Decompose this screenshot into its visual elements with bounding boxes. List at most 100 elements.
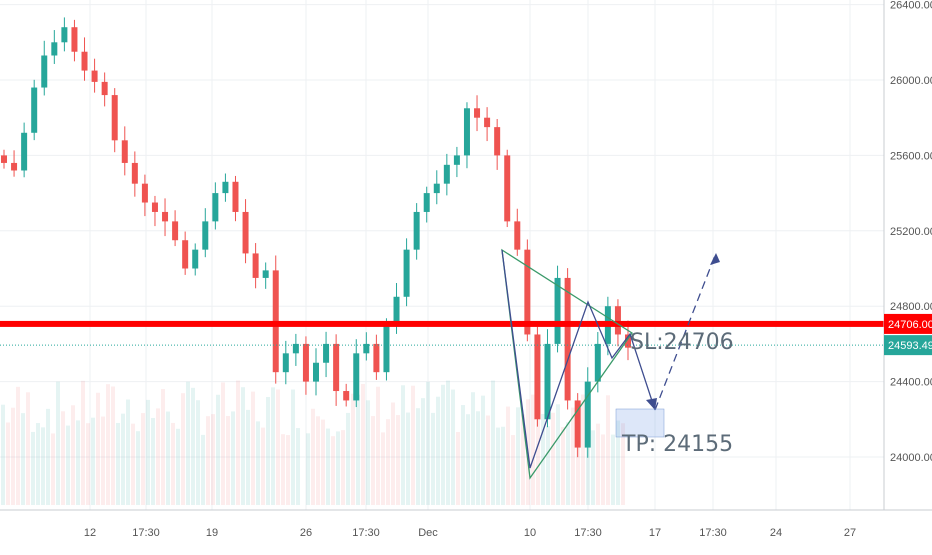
candle-body <box>423 193 430 212</box>
volume-bar <box>566 422 570 505</box>
candle-body <box>554 277 561 344</box>
volume-bar <box>431 412 435 505</box>
x-tick-label: 12 <box>84 527 96 539</box>
volume-bar <box>401 385 405 505</box>
volume-bar <box>326 428 330 505</box>
volume-bar <box>71 405 75 505</box>
volume-bar <box>416 408 420 505</box>
candle-body <box>453 155 460 165</box>
volume-bar <box>316 416 320 505</box>
candle-body <box>323 343 330 363</box>
volume-bar <box>101 416 105 505</box>
volume-bar <box>471 392 475 505</box>
axes: 26400.00 26000.00 25600.00 25200.00 24800.00… <box>0 0 932 539</box>
tp-box <box>615 408 665 438</box>
wave-arrowhead <box>646 398 657 410</box>
resistance-price-text: 24706.00 <box>888 319 932 331</box>
y-tick-label: 25200.00 <box>890 226 932 238</box>
volume-bar <box>341 430 345 505</box>
candle-body <box>614 306 621 335</box>
candle-body <box>262 270 269 278</box>
candle-body <box>232 181 239 212</box>
volume-bar <box>36 423 40 505</box>
volume-bar <box>331 436 335 505</box>
candle-body <box>514 221 521 250</box>
volume-bar <box>146 399 150 505</box>
candle-body <box>373 343 380 373</box>
volume-bar <box>561 427 565 505</box>
volume-bar <box>576 434 580 505</box>
candle-body <box>484 117 491 128</box>
volume-bar <box>281 434 285 505</box>
volume-bar <box>511 435 515 505</box>
x-tick-label: 17:30 <box>574 527 602 539</box>
volume-bar <box>206 416 210 505</box>
volume-bar <box>596 423 600 505</box>
volume-bar <box>21 413 25 505</box>
candle-body <box>252 253 259 278</box>
volume-bar <box>121 413 125 505</box>
volume-bar <box>456 432 460 505</box>
volume-bar <box>296 428 300 505</box>
candle-body <box>162 211 169 222</box>
candle-body <box>182 240 189 269</box>
volume-bar <box>171 422 175 505</box>
volume-bars <box>1 380 625 505</box>
volume-bar <box>406 412 410 505</box>
volume-bar <box>311 408 315 505</box>
pattern-drawings <box>501 248 720 480</box>
volume-bar <box>11 407 15 505</box>
volume-bar <box>86 423 90 505</box>
volume-bar <box>486 415 490 505</box>
candle-body <box>544 343 551 420</box>
volume-bar <box>546 426 550 505</box>
candle-body <box>111 95 118 141</box>
volume-bar <box>521 414 525 505</box>
candle-body <box>151 202 158 212</box>
volume-bar <box>151 417 155 505</box>
volume-bar <box>251 391 255 505</box>
candle-body <box>11 162 18 171</box>
volume-bar <box>601 434 605 505</box>
volume-bar <box>136 431 140 505</box>
volume-bar <box>286 435 290 505</box>
candle-body <box>41 55 48 88</box>
volume-bar <box>181 393 185 505</box>
y-tick-label: 26400.00 <box>890 0 932 12</box>
x-tick-label: 27 <box>844 527 856 539</box>
volume-bar <box>211 414 215 505</box>
x-tick-label: 17 <box>649 527 661 539</box>
volume-bar <box>76 420 80 505</box>
candle-body <box>1 155 7 163</box>
candle-body <box>413 211 420 250</box>
volume-bar <box>551 412 555 505</box>
volume-bar <box>96 392 100 505</box>
volume-bar <box>366 400 370 505</box>
volume-bar <box>91 417 95 505</box>
volume-bar <box>156 408 160 505</box>
last-price-text: 24593.49 <box>888 340 932 352</box>
candle-body <box>383 325 390 373</box>
volume-bar <box>116 422 120 505</box>
volume-bar <box>571 407 575 505</box>
candle-body <box>101 81 108 96</box>
sl-annotation: SL:24706 <box>630 330 734 355</box>
candle-body <box>584 381 591 448</box>
volume-bar <box>411 385 415 505</box>
volume-bar <box>621 423 625 505</box>
volume-bar <box>516 407 520 505</box>
candle-body <box>292 343 299 354</box>
candle-body <box>71 27 78 52</box>
volume-bar <box>591 430 595 505</box>
candle-body <box>202 221 209 250</box>
volume-bar <box>166 411 170 505</box>
candle-body <box>463 108 470 156</box>
volume-bar <box>131 423 135 505</box>
volume-bar <box>261 427 265 505</box>
volume-bar <box>81 380 85 505</box>
volume-bar <box>51 433 55 505</box>
volume-bar <box>531 394 535 505</box>
volume-bar <box>291 389 295 505</box>
